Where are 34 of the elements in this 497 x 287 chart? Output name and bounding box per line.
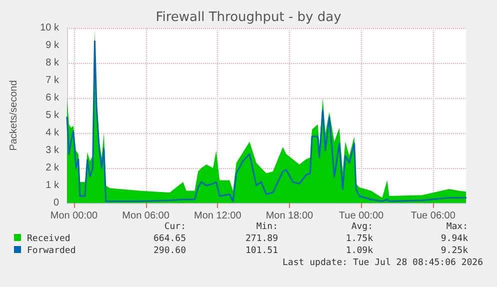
text: 290.60 [152, 245, 186, 257]
text: Cur: [163, 221, 186, 233]
y-tick-label: 10 k [40, 22, 60, 34]
text: 101.51 [244, 245, 278, 257]
x-tick-label: Mon 00:00 [50, 210, 98, 222]
text: 1.75k [344, 233, 373, 245]
y-tick-label: 8 k [46, 58, 60, 68]
legend-label: Forwarded [26, 245, 77, 257]
y-axis-title: Packets/second [8, 80, 20, 151]
x-tick-label: Tue 06:00 [410, 210, 456, 222]
x-tick-label: Mon 18:00 [266, 210, 314, 222]
text: 1.09k [344, 245, 373, 257]
y-tick-label: 7 k [46, 75, 60, 86]
y-tick-label: 5 k [46, 110, 60, 121]
text: 9.25k [440, 245, 468, 257]
y-tick-label: 1 k [46, 180, 60, 191]
text: 271.89 [244, 233, 278, 245]
y-tick-label: 9 k [46, 40, 60, 51]
y-tick-label: 2 k [46, 162, 60, 174]
x-tick-label: Mon 12:00 [194, 210, 242, 222]
text: Min: [255, 221, 278, 233]
x-tick-label: Tue 00:00 [338, 210, 384, 222]
legend-label: Received [26, 233, 72, 245]
y-tick-label: 3 k [46, 145, 60, 156]
chart-title: Firewall Throughput - by day [156, 10, 342, 25]
y-tick-label: 4 k [46, 128, 60, 138]
text: Max: [445, 221, 468, 233]
text: 9.94k [440, 233, 468, 245]
text: 664.65 [152, 233, 186, 245]
y-tick-label: 0 [53, 198, 60, 208]
x-tick-label: Mon 06:00 [122, 210, 170, 222]
y-tick-label: 6 k [46, 92, 60, 104]
text: Last update: Tue Jul 28 08:45:06 2026 [282, 257, 483, 269]
text: Avg: [350, 221, 373, 233]
